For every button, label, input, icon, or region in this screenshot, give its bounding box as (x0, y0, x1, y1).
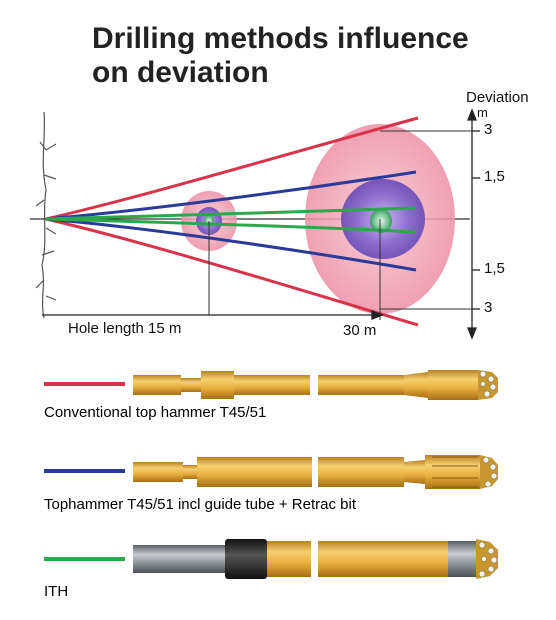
deviation-axis-unit: m (477, 105, 488, 120)
rock-face (35, 111, 57, 319)
hole-length-30-label: 30 m (343, 322, 377, 339)
deviation-tick-bottom-1-5: 1,5 (484, 260, 505, 277)
page-title: Drilling methods influence on deviation (92, 22, 469, 90)
deviation-axis-title: Deviation (466, 89, 529, 106)
legend-label-guide-tube: Tophammer T45/51 incl guide tube + Retra… (44, 496, 356, 513)
spread-line-ith (45, 206, 417, 234)
length-axis (42, 310, 384, 320)
drill-string-ith (133, 539, 498, 579)
hole-length-15-label: Hole length 15 m (68, 320, 182, 337)
spread-line-guide-tube (45, 170, 417, 272)
deviation-leaders (380, 130, 472, 310)
title-line-2: on deviation (92, 56, 269, 89)
drill-string-conventional (133, 370, 498, 400)
deviation-axis (467, 108, 480, 340)
deviation-tick-top-1-5: 1,5 (484, 168, 505, 185)
drill-string-guide-tube (133, 455, 498, 489)
length-markers (208, 219, 381, 320)
deviation-tick-top-3: 3 (484, 121, 493, 138)
spread-line-conventional (45, 116, 419, 327)
deviation-tick-bottom-3: 3 (484, 299, 493, 316)
title-line-1: Drilling methods influence (92, 22, 469, 55)
legend-label-ith: ITH (44, 583, 69, 600)
legend-label-conventional: Conventional top hammer T45/51 (44, 404, 267, 421)
